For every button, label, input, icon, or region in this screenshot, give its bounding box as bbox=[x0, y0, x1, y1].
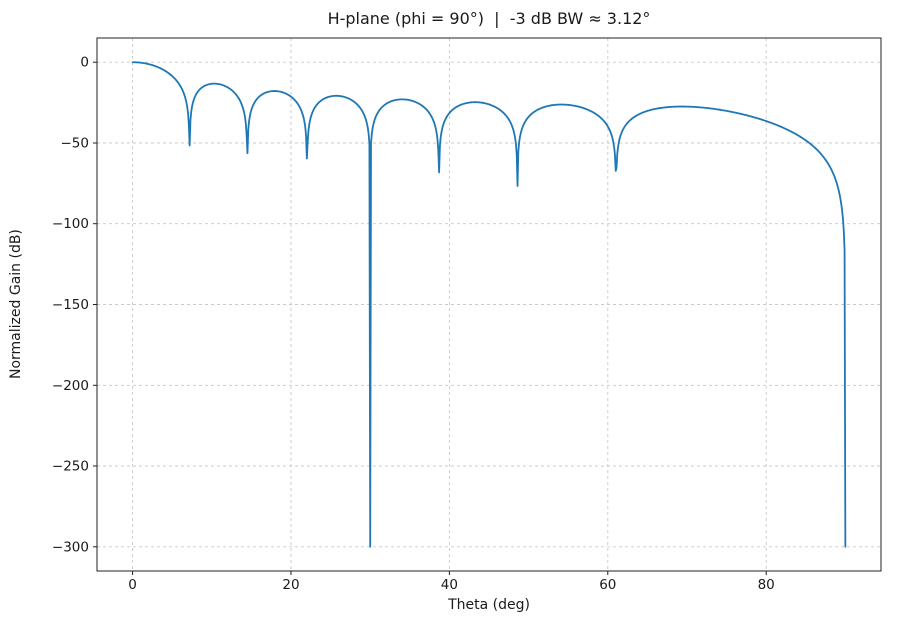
x-tick-label: 80 bbox=[758, 577, 775, 593]
x-tick-label: 60 bbox=[599, 577, 616, 593]
y-tick-label: −100 bbox=[52, 216, 89, 232]
y-tick-label: 0 bbox=[80, 55, 89, 71]
y-tick-label: −50 bbox=[61, 136, 90, 152]
y-tick-label: −200 bbox=[52, 378, 89, 394]
gain-curve bbox=[131, 61, 847, 548]
y-tick-label: −250 bbox=[52, 459, 89, 475]
x-axis-label: Theta (deg) bbox=[448, 597, 530, 613]
x-tick-label: 20 bbox=[282, 577, 299, 593]
chart-title: H-plane (phi = 90°) | -3 dB BW ≈ 3.12° bbox=[327, 9, 651, 28]
y-tick-label: −150 bbox=[52, 297, 89, 313]
y-tick-label: −300 bbox=[52, 539, 89, 555]
x-tick-label: 40 bbox=[441, 577, 458, 593]
x-tick-label: 0 bbox=[128, 577, 137, 593]
